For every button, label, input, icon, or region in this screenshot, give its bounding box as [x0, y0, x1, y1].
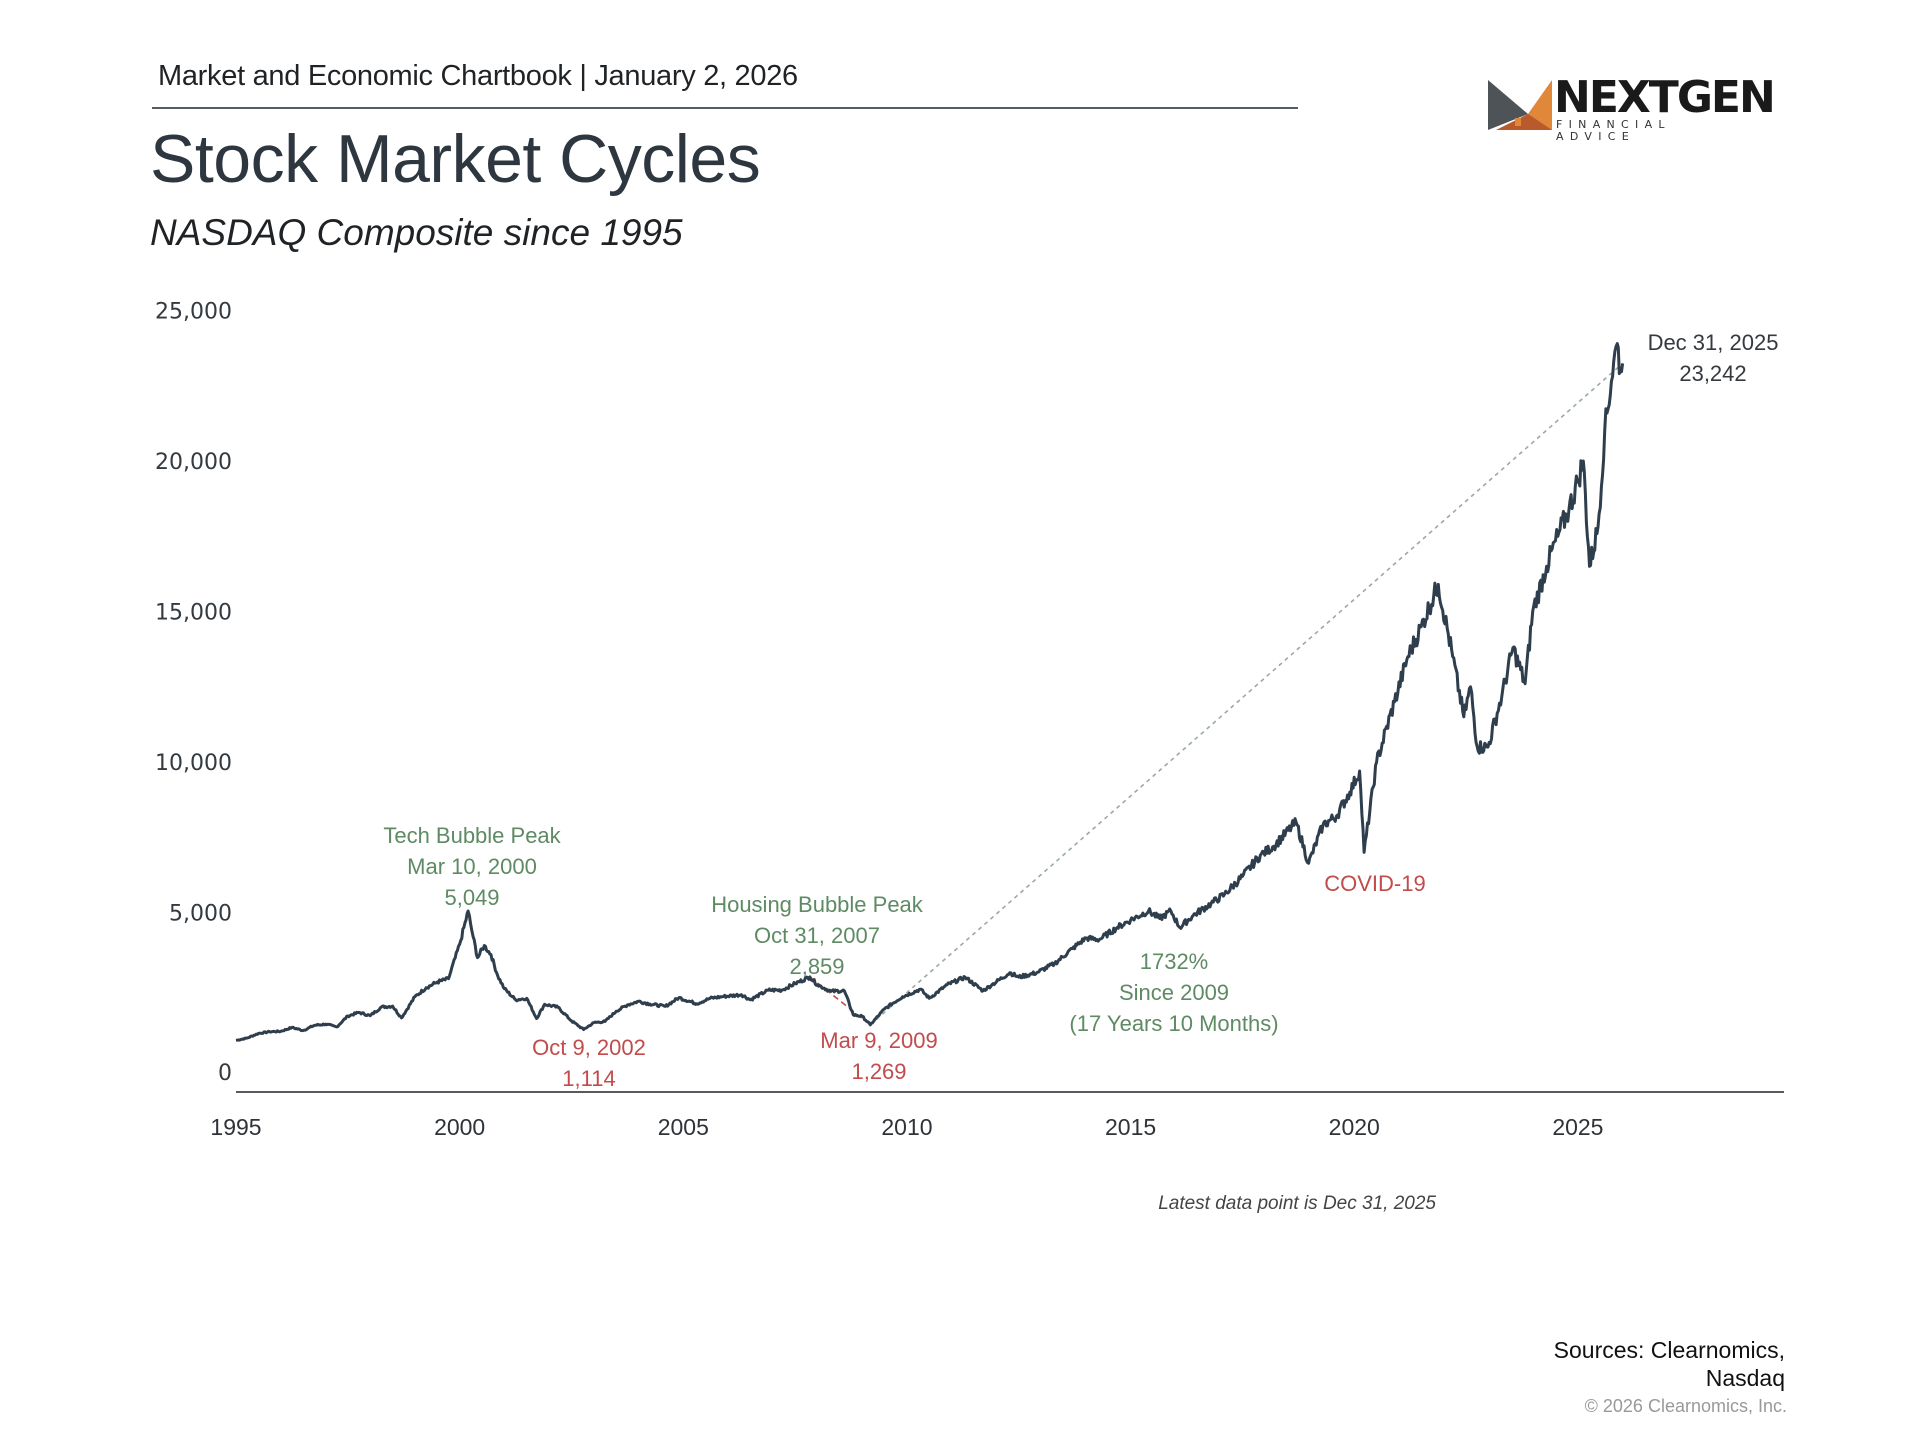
header-divider — [152, 107, 1298, 109]
page-subtitle: NASDAQ Composite since 1995 — [150, 212, 683, 253]
annotation-gfc-low: 1,269 — [851, 1059, 906, 1084]
annotation-latest: 23,242 — [1679, 361, 1746, 386]
annotation-tech-peak: 5,049 — [444, 885, 499, 910]
annotation-tech-low: Oct 9, 2002 — [532, 1035, 646, 1060]
annotation-housing-peak: 2,859 — [789, 954, 844, 979]
y-tick-label: 0 — [218, 1061, 232, 1086]
nasdaq-series-line — [235, 342, 1625, 1042]
y-tick-label: 25,000 — [155, 300, 232, 325]
page-title: Stock Market Cycles — [150, 121, 761, 197]
y-tick-label: 15,000 — [155, 601, 232, 626]
annotation-tech-peak: Mar 10, 2000 — [407, 854, 537, 879]
x-tick-label: 2010 — [881, 1114, 932, 1140]
latest-data-note: Latest data point is Dec 31, 2025 — [1158, 1193, 1436, 1214]
annotation-housing-peak: Oct 31, 2007 — [754, 923, 880, 948]
nextgen-logo: NEXTGEN FINANCIAL ADVICE — [1488, 74, 1776, 143]
sources-line-2: Nasdaq — [1705, 1365, 1785, 1391]
x-tick-label: 2005 — [658, 1114, 709, 1140]
copyright: © 2026 Clearnomics, Inc. — [1584, 1396, 1787, 1416]
annotation-covid: COVID-19 — [1324, 871, 1425, 896]
logo-name: NEXTGEN — [1554, 72, 1776, 123]
x-tick-label: 2020 — [1329, 1114, 1380, 1140]
annotation-tech-peak: Tech Bubble Peak — [383, 823, 561, 848]
trendline-negative — [809, 976, 871, 1026]
annotation-tech-low: 1,114 — [562, 1066, 615, 1091]
x-tick-label: 2025 — [1552, 1114, 1603, 1140]
chartbook-header: Market and Economic Chartbook | January … — [158, 60, 798, 92]
annotation-gfc-low: Mar 9, 2009 — [820, 1028, 937, 1053]
y-axis-ticks: 0 5,000 10,000 15,000 20,000 25,000 — [155, 300, 232, 1087]
annotation-gain: (17 Years 10 Months) — [1069, 1011, 1278, 1036]
sources-credit: Sources: Clearnomics, Nasdaq — [1554, 1336, 1785, 1392]
x-tick-label: 2015 — [1105, 1114, 1156, 1140]
y-tick-label: 20,000 — [155, 450, 232, 475]
sources-line-1: Sources: Clearnomics, — [1553, 1337, 1785, 1363]
annotation-gain: 1732% — [1140, 949, 1209, 974]
y-tick-label: 5,000 — [169, 902, 232, 927]
x-tick-label: 1995 — [210, 1114, 261, 1140]
x-tick-label: 2000 — [434, 1114, 485, 1140]
annotation-gain: Since 2009 — [1119, 980, 1229, 1005]
y-tick-label: 10,000 — [155, 751, 232, 776]
logo-tagline: FINANCIAL ADVICE — [1556, 118, 1671, 143]
annotation-housing-peak: Housing Bubble Peak — [711, 892, 924, 917]
annotations: Tech Bubble Peak Mar 10, 2000 5,049 Oct 9, … — [383, 330, 1778, 1091]
annotation-latest: Dec 31, 2025 — [1648, 330, 1779, 355]
logo-mark-icon — [1488, 80, 1552, 130]
x-axis-ticks: 1995 2000 2005 2010 2015 2020 2025 — [210, 1114, 1603, 1140]
trendline-trend — [869, 362, 1624, 1026]
